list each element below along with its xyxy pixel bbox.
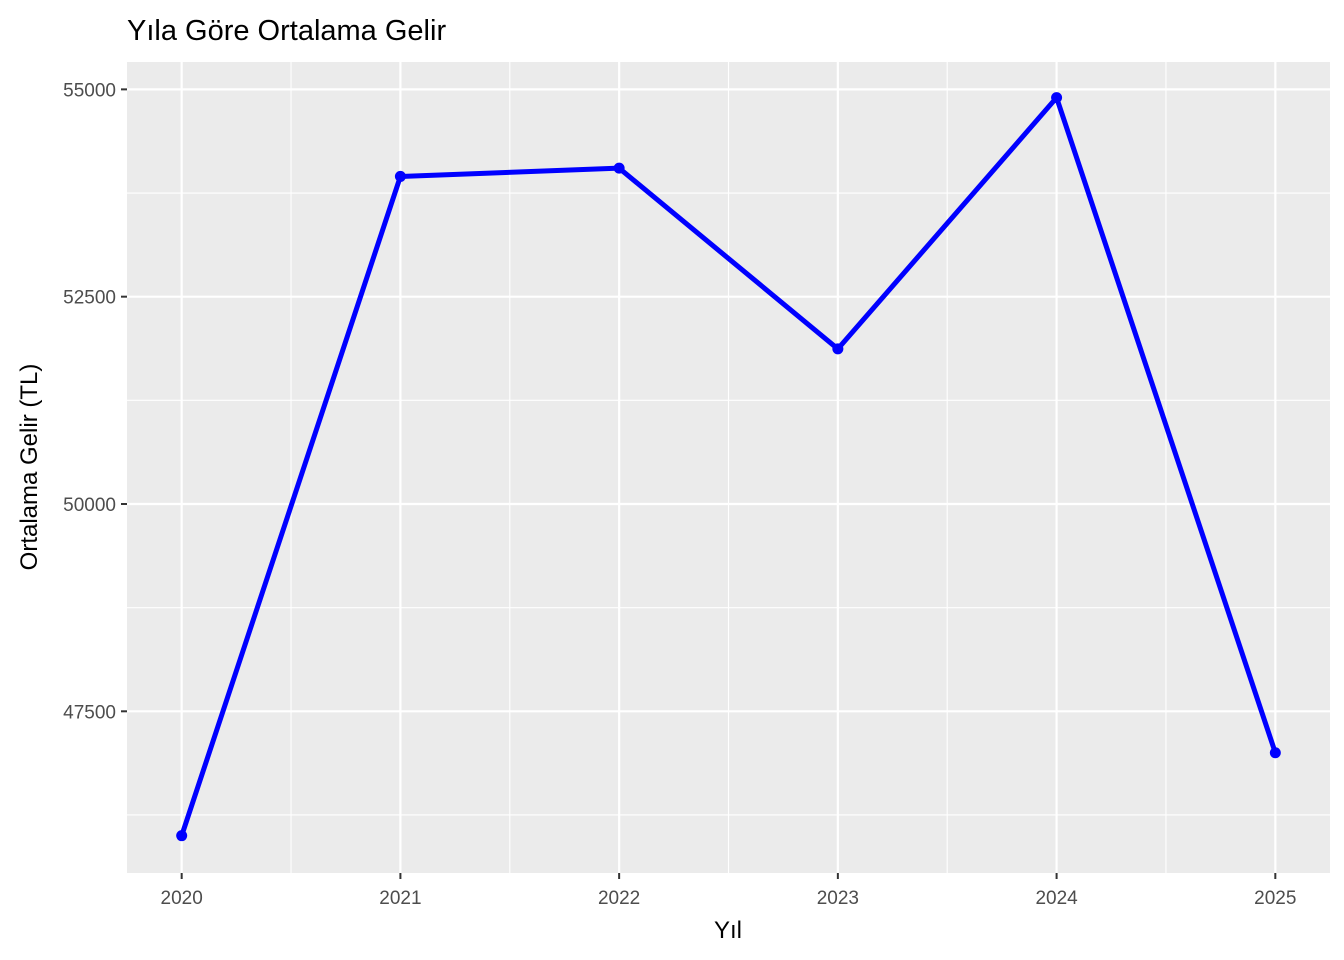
data-point [394,170,406,182]
x-tick-label: 2020 [161,888,203,909]
x-axis: 2020 2021 2022 2023 2024 2025 [161,873,1296,909]
chart-title: Yıla Göre Ortalama Gelir [127,15,446,47]
data-point [832,343,844,355]
y-tick-label: 50000 [63,495,116,516]
y-tick-label: 55000 [63,80,116,101]
y-axis-title: Ortalama Gelir (TL) [16,364,43,571]
data-point [176,830,188,842]
series-line [179,95,1278,837]
x-tick-label: 2024 [1035,888,1078,909]
data-point [1051,92,1063,104]
major-grid [127,62,1330,873]
series-layer [176,92,1281,842]
data-point [613,162,625,174]
x-axis-title: Yıl [714,917,742,944]
x-tick-label: 2022 [598,888,640,909]
y-tick-label: 52500 [63,288,116,309]
data-point [1269,747,1281,759]
y-tick-label: 47500 [63,702,116,723]
x-tick-label: 2023 [817,888,859,909]
y-axis: 47500 50000 52500 55000 [63,80,127,723]
x-tick-label: 2025 [1254,888,1296,909]
x-tick-label: 2021 [379,888,421,909]
